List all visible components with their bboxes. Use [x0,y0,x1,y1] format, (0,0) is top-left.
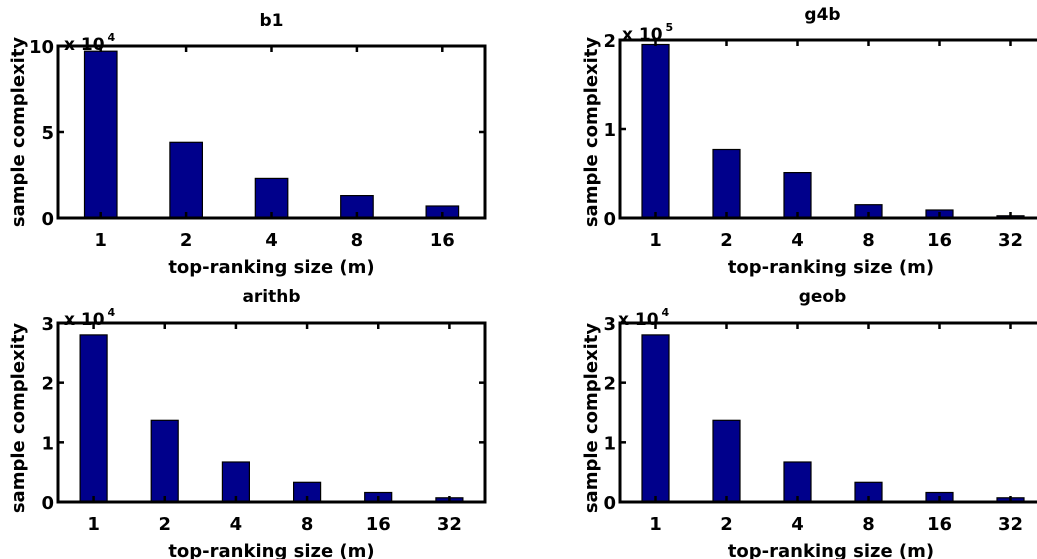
x-tick-label-1: 1 [649,230,662,251]
bar-4 [783,461,812,503]
y-axis-label: sample complexity [8,37,29,228]
y-tick-label-10: 10 [29,37,54,58]
bar-1 [83,50,118,219]
x-tick-label-4: 4 [230,514,243,535]
axis-multiplier: x 10 4 [64,306,116,330]
chart-title: g4b [804,5,840,25]
x-tick-label-16: 16 [430,230,455,251]
y-axis-label: sample complexity [581,323,602,514]
chart-title: b1 [260,11,284,31]
x-axis-label: top-ranking size (m) [168,257,374,278]
y-tick-label-3: 3 [41,314,54,335]
y-tick-label-2: 2 [603,374,616,395]
y-tick-label-1: 1 [41,433,54,454]
y-tick-label-0: 0 [41,493,54,514]
y-tick-label-0: 0 [603,209,616,230]
chart-panel-2: 1 2 4 8 16 32 0 1 2 x 10 5 g4b sample complexity top-… [581,5,1037,278]
x-tick-label-32: 32 [437,514,462,535]
y-tick-label-3: 3 [603,314,616,335]
x-tick-label-4: 4 [791,514,804,535]
x-tick-label-1: 1 [87,514,100,535]
plot-frame [618,321,1037,504]
chart-panel-3: 1 2 4 8 16 32 0 1 2 3 x 10 4 arithb sample complexity… [8,287,487,559]
x-tick-label-16: 16 [927,230,952,251]
y-tick-label-1: 1 [603,120,616,141]
x-tick-label-8: 8 [862,230,875,251]
y-tick-label-1: 1 [603,433,616,454]
chart-title: arithb [242,287,300,307]
x-tick-label-2: 2 [158,514,171,535]
x-tick-label-32: 32 [998,514,1023,535]
y-tick-label-2: 2 [603,31,616,52]
x-tick-label-2: 2 [180,230,193,251]
chart-panel-4: 1 2 4 8 16 32 0 1 2 3 x 10 4 geob sample complexity to… [581,287,1037,559]
bar-2 [150,419,179,503]
axis-multiplier: x 10 4 [618,306,670,330]
bar-1 [79,334,108,503]
bar-4 [783,172,812,219]
x-tick-label-8: 8 [351,230,364,251]
bar-4 [221,461,250,503]
bar-4 [254,177,289,219]
x-axis-label: top-ranking size (m) [728,541,934,559]
axis-multiplier: x 10 4 [64,31,116,55]
bar-2 [712,419,741,503]
x-tick-label-32: 32 [998,230,1023,251]
x-tick-label-16: 16 [366,514,391,535]
bar-1 [641,334,670,503]
bar-1 [641,43,670,219]
chart-title: geob [799,287,847,307]
x-tick-label-2: 2 [720,514,733,535]
x-axis-label: top-ranking size (m) [728,257,934,278]
y-axis-label: sample complexity [581,37,602,228]
chart-panel-1: 1 2 4 8 16 0 5 10 x 10 4 b1 sample complexity top-ra… [8,11,487,278]
axis-multiplier: x 10 5 [622,21,673,45]
x-tick-label-1: 1 [649,514,662,535]
y-tick-label-5: 5 [41,123,54,144]
x-tick-label-8: 8 [862,514,875,535]
x-tick-label-1: 1 [94,230,107,251]
x-tick-label-8: 8 [301,514,314,535]
y-axis-label: sample complexity [8,323,29,514]
x-tick-label-4: 4 [791,230,804,251]
x-tick-label-2: 2 [720,230,733,251]
bar-2 [169,141,203,219]
y-tick-label-2: 2 [41,374,54,395]
x-axis-label: top-ranking size (m) [168,541,374,559]
plot-frame [618,38,1037,220]
x-tick-label-4: 4 [265,230,278,251]
bar-2 [712,148,741,219]
x-tick-label-16: 16 [927,514,952,535]
y-tick-label-0: 0 [41,209,54,230]
y-tick-label-0: 0 [603,493,616,514]
plot-frame [56,321,487,504]
